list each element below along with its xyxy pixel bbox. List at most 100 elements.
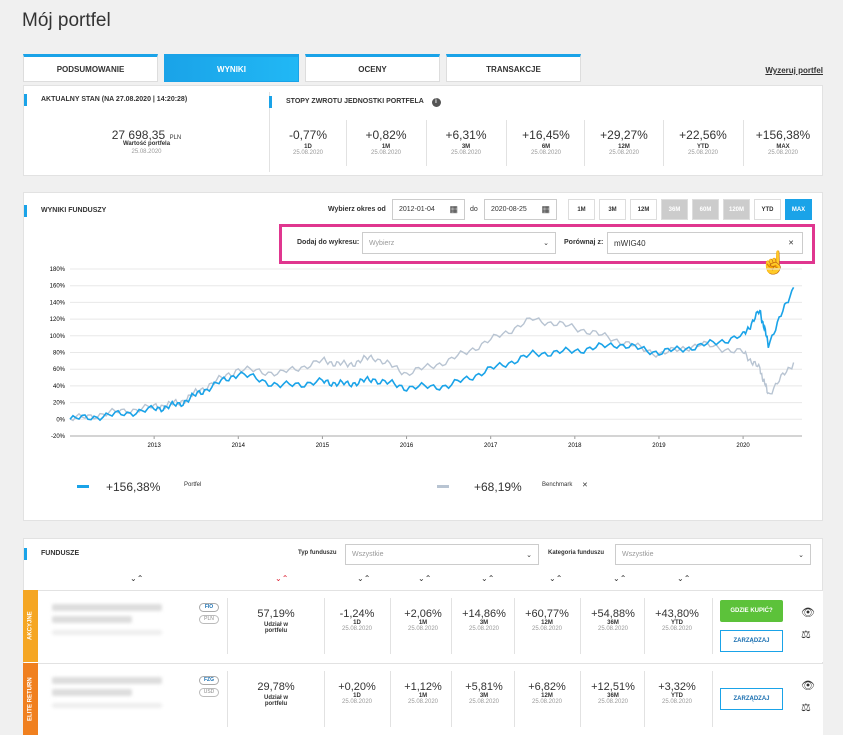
divider	[390, 671, 391, 727]
add-to-chart-placeholder: Wybierz	[369, 239, 395, 247]
fund-return-ytd: +43,80% YTD 25.08.2020	[646, 608, 708, 632]
divider	[506, 120, 507, 166]
info-icon[interactable]: i	[431, 98, 441, 107]
period-button-12m[interactable]: 12M	[630, 199, 657, 220]
fund-type-select[interactable]: Wszystkie ⌄	[345, 544, 539, 565]
manage-button[interactable]: ZARZĄDZAJ	[720, 688, 783, 710]
compare-scales-icon[interactable]: ⚖	[801, 629, 811, 641]
fund-return-period: 1M	[418, 620, 428, 626]
eye-icon[interactable]: 👁	[801, 680, 815, 692]
fund-return-date: 25.08.2020	[407, 626, 439, 632]
tab-oceny[interactable]: OCENY	[305, 54, 440, 82]
sort-toggle-icon[interactable]: ⌄⌃	[130, 574, 144, 583]
page-title: Mój portfel	[22, 10, 111, 31]
sort-toggle-icon[interactable]: ⌄⌃	[549, 574, 563, 583]
fund-return-period: 3M	[479, 620, 489, 626]
summary-card: AKTUALNY STAN (NA 27.08.2020 | 14:20:28)…	[23, 85, 823, 176]
sort-toggle-icon[interactable]: ⌄⌃	[613, 574, 627, 583]
return-period: 3M	[461, 144, 471, 150]
return-date: 25.08.2020	[450, 150, 482, 156]
fund-name-redacted[interactable]	[52, 677, 162, 684]
fund-return-period: 12M	[541, 620, 553, 626]
legend-name-portfolio: Portfel	[184, 482, 202, 488]
fund-return-12m: +6,82% 12M 25.08.2020	[516, 681, 578, 705]
period-button-60m[interactable]: 60M	[692, 199, 719, 220]
calendar-icon: ▦	[449, 204, 458, 214]
return-value: +156,38%	[755, 128, 811, 142]
compare-scales-icon[interactable]: ⚖	[801, 702, 811, 714]
divider	[514, 671, 515, 727]
period-button-1m[interactable]: 1M	[568, 199, 595, 220]
fund-return-1d: +0,20% 1D 25.08.2020	[326, 681, 388, 705]
y-tick-label: 60%	[53, 367, 66, 373]
fund-meta-redacted	[52, 703, 162, 708]
fund-return-period: 1D	[353, 620, 361, 626]
chart-selector-highlight	[279, 224, 815, 264]
period-button-120m[interactable]: 120M	[723, 199, 750, 220]
date-from-input[interactable]: 2012-01-04 ▦	[392, 199, 465, 220]
fund-category-value: Wszystkie	[622, 551, 654, 558]
fund-return-period: 36M	[607, 620, 619, 626]
results-header: WYNIKI FUNDUSZY	[24, 205, 106, 217]
fund-name-redacted[interactable]	[52, 604, 162, 611]
return-value: +29,27%	[600, 128, 648, 142]
y-tick-label: 160%	[50, 284, 66, 290]
sort-toggle-icon[interactable]: ⌄⌃	[481, 574, 495, 583]
return-value: +6,31%	[445, 128, 487, 142]
fund-return-date: 25.08.2020	[341, 699, 373, 705]
tab-wyniki[interactable]: WYNIKI	[164, 54, 299, 82]
fund-return-period: 12M	[541, 693, 553, 699]
period-button-36m[interactable]: 36M	[661, 199, 688, 220]
fund-return-3m: +5,81% 3M 25.08.2020	[453, 681, 515, 705]
reset-portfolio-link[interactable]: Wyzeruj portfel	[765, 66, 823, 75]
return-stat-ytd: +22,56% YTD 25.08.2020	[664, 128, 742, 156]
fund-return-date: 25.08.2020	[407, 699, 439, 705]
return-stat-1m: +0,82% 1M 25.08.2020	[347, 128, 425, 156]
add-to-chart-select[interactable]: Wybierz ⌄	[362, 232, 556, 254]
chevron-down-icon: ⌄	[526, 551, 532, 559]
divider	[426, 120, 427, 166]
divider	[227, 598, 228, 654]
divider	[451, 598, 452, 654]
period-button-3m[interactable]: 3M	[599, 199, 626, 220]
portfolio-value: 27 698,35 PLN	[24, 126, 269, 144]
period-button-ytd[interactable]: YTD	[754, 199, 781, 220]
fund-return-value: +43,80%	[655, 608, 699, 620]
fund-category-select[interactable]: Wszystkie ⌄	[615, 544, 811, 565]
fund-return-value: +2,06%	[404, 608, 442, 620]
sort-toggle-icon[interactable]: ⌄⌃	[275, 574, 289, 583]
compare-select[interactable]: mWIG40 ✕	[607, 232, 803, 254]
sort-toggle-icon[interactable]: ⌄⌃	[418, 574, 432, 583]
fund-name-redacted	[52, 616, 132, 623]
fund-category-label: Kategoria funduszu	[548, 550, 605, 556]
tab-transakcje[interactable]: TRANSAKCJE	[446, 54, 581, 82]
date-to-input[interactable]: 2020-08-25 ▦	[484, 199, 557, 220]
fund-row[interactable]	[23, 590, 823, 662]
divider	[663, 120, 664, 166]
period-button-max[interactable]: MAX	[785, 199, 812, 220]
fund-return-1m: +2,06% 1M 25.08.2020	[392, 608, 454, 632]
return-date: 25.08.2020	[608, 150, 640, 156]
return-period: YTD	[697, 144, 709, 150]
divider	[324, 671, 325, 727]
sort-toggle-icon[interactable]: ⌄⌃	[357, 574, 371, 583]
fund-return-value: +0,20%	[338, 681, 376, 693]
fund-type-badge: FIO	[199, 603, 219, 612]
fund-type-badge: FZG	[199, 676, 219, 685]
return-value: +0,82%	[365, 128, 407, 142]
remove-benchmark-icon[interactable]: ✕	[582, 482, 588, 489]
y-tick-label: 20%	[53, 401, 66, 407]
manage-button[interactable]: ZARZĄDZAJ	[720, 630, 783, 652]
tab-podsumowanie[interactable]: PODSUMOWANIE	[23, 54, 158, 82]
fund-return-value: +54,88%	[591, 608, 635, 620]
y-tick-label: 40%	[53, 384, 66, 390]
currency-badge: USD	[199, 688, 219, 697]
return-value: +16,45%	[522, 128, 570, 142]
sort-toggle-icon[interactable]: ⌄⌃	[677, 574, 691, 583]
fund-return-date: 25.08.2020	[661, 699, 693, 705]
eye-icon[interactable]: 👁	[801, 607, 815, 619]
divider	[580, 671, 581, 727]
where-to-buy-button[interactable]: GDZIE KUPIĆ?	[720, 600, 783, 622]
compare-value: mWIG40	[614, 238, 646, 248]
clear-icon[interactable]: ✕	[788, 240, 794, 247]
